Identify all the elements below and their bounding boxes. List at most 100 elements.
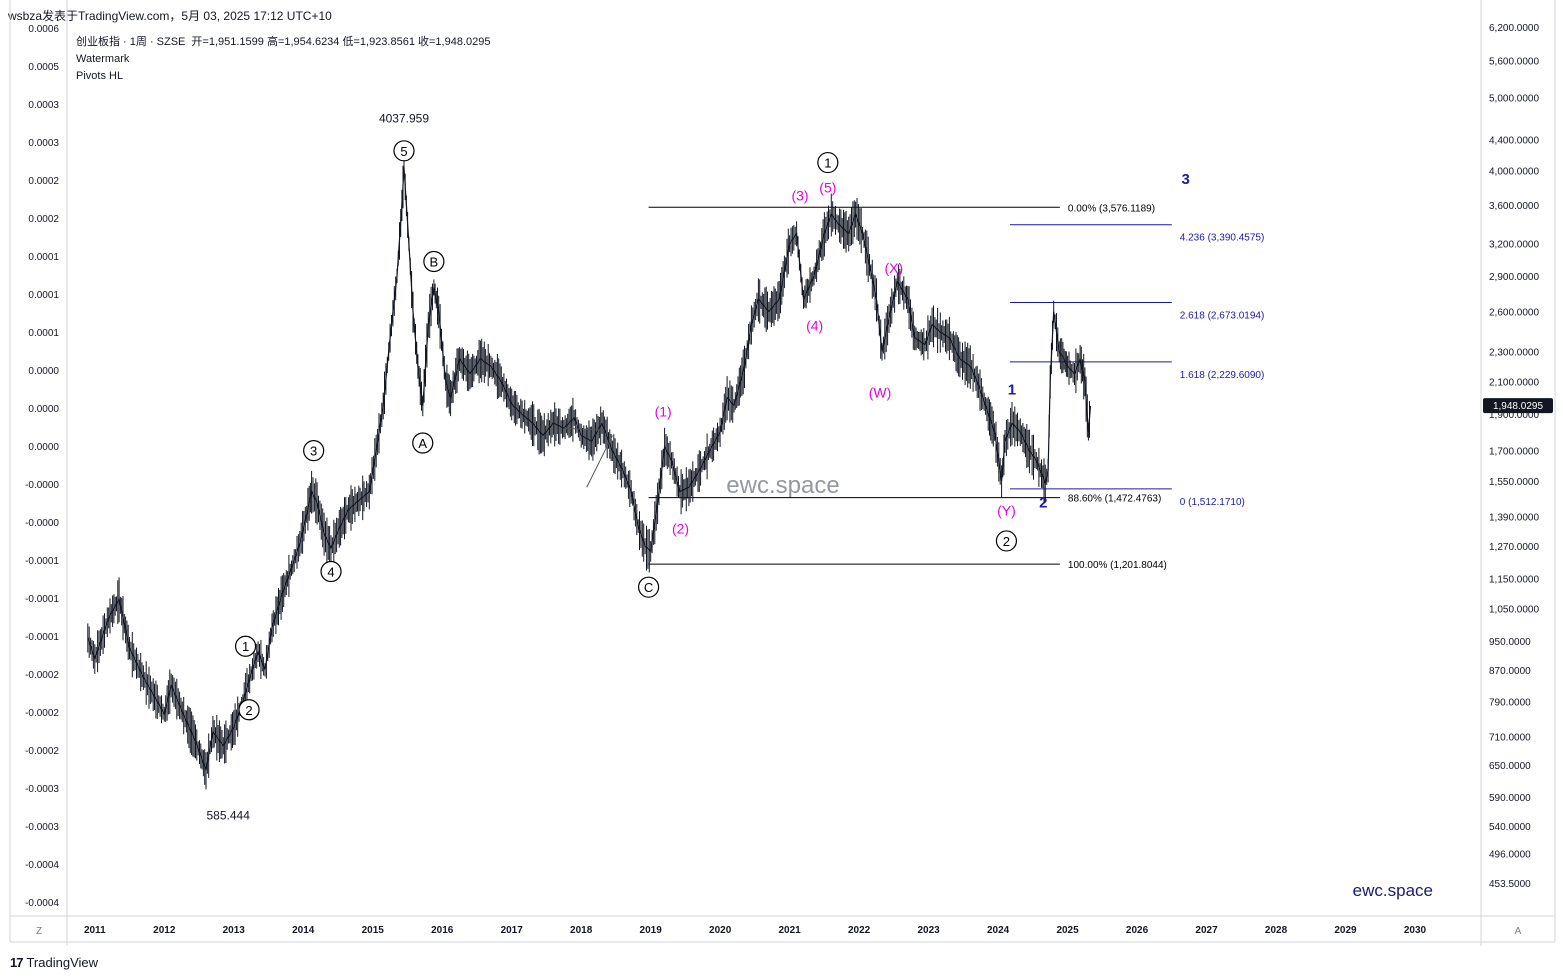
left-axis-tick: 0.0000	[28, 404, 59, 415]
time-axis-tick: 2026	[1126, 925, 1149, 936]
right-axis-tick: 2,600.0000	[1489, 308, 1539, 319]
right-axis-tick: 1,050.0000	[1489, 604, 1539, 615]
time-axis-tick: 2028	[1265, 925, 1288, 936]
time-axis-tick: 2012	[153, 925, 176, 936]
chart-header: wsbza发表于TradingView.com，5月 03, 2025 17:1…	[0, 0, 1565, 28]
wave-label: (5)	[819, 179, 836, 195]
wave-circle-marker	[234, 635, 257, 657]
wave-label: 1	[824, 156, 831, 171]
fib-levels[interactable]: 0.00% (3,576.1189) 88.60% (1,472.4763) 100…	[648, 203, 1265, 571]
wave-label: (Y)	[997, 503, 1016, 519]
right-axis-tick: 496.0000	[1489, 850, 1531, 861]
right-axis-tick: 5,000.0000	[1489, 94, 1539, 105]
time-axis-tick: 2015	[362, 925, 385, 936]
left-axis-tick: 0.0003	[28, 100, 59, 111]
legend-symbol: 创业板指 · 1周 · SZSE 开=1,951.1599 高=1,954.623…	[76, 34, 491, 48]
watermark-corner: ewc.space	[1353, 881, 1433, 900]
time-axis-tick: 2013	[223, 925, 246, 936]
wave-label: A	[418, 436, 427, 451]
right-axis-tick: 710.0000	[1489, 732, 1531, 743]
wave-circle-marker	[412, 432, 434, 454]
right-axis-tick: 950.0000	[1489, 637, 1531, 648]
wave-labels: 4037.959 585.444 1 2 3 4 5 A B C 1 2 (1) (2) (3) (4) (5)…	[207, 112, 1190, 823]
left-axis-tick: -0.0000	[25, 518, 59, 529]
wave-label: 1	[1008, 381, 1016, 398]
footer-bar: 17 TradingView	[0, 946, 1565, 979]
auto-scale-button[interactable]	[1507, 922, 1529, 938]
wave-label: (4)	[806, 318, 823, 334]
left-axis-tick: 0.0005	[28, 62, 59, 73]
last-price-tag: 1,948.0295	[1483, 398, 1553, 414]
wave-label: 2	[1039, 495, 1047, 512]
left-axis-tick: 0.0000	[28, 442, 59, 453]
time-axis-tick: 2011	[84, 925, 106, 936]
time-axis[interactable]: 2011 2012 2013 2014 2015 2016 2017 2018 2019 2020…	[84, 925, 1427, 936]
wave-label: 2	[1003, 534, 1010, 549]
right-axis-tick: 1,550.0000	[1489, 477, 1539, 488]
left-axis-tick: -0.0003	[25, 822, 59, 833]
left-axis-tick: -0.0002	[25, 708, 59, 719]
right-axis-tick: 4,400.0000	[1489, 135, 1539, 146]
left-axis-tick: 0.0002	[28, 214, 59, 225]
right-axis-tick: 3,200.0000	[1489, 240, 1539, 251]
auto-scale-button-label: A	[1515, 926, 1522, 937]
fib-label: 88.60% (1,472.4763)	[1068, 494, 1161, 505]
price-extreme-label: 585.444	[207, 808, 251, 822]
left-axis-tick: -0.0002	[25, 670, 59, 681]
left-axis-tick: -0.0004	[25, 860, 59, 871]
right-axis-tick: 870.0000	[1489, 666, 1531, 677]
wave-label: 4	[327, 564, 334, 579]
wave-circle-marker	[995, 530, 1018, 552]
time-axis-tick: 2030	[1404, 925, 1427, 936]
wave-label: (2)	[672, 520, 689, 536]
wave-label: (3)	[791, 187, 808, 203]
fib-label: 0.00% (3,576.1189)	[1068, 203, 1155, 214]
triangle-upper-line	[563, 427, 605, 431]
wave-label: (X)	[885, 260, 904, 276]
left-price-axis[interactable]: 0.0006 0.0005 0.0003 0.0003 0.0002 0.0002 0.00…	[25, 24, 59, 909]
price-line	[87, 167, 1092, 773]
time-axis-tick: 2016	[431, 925, 454, 936]
legend-indicator-pivots: Pivots HL	[76, 70, 123, 82]
right-axis-tick: 2,100.0000	[1489, 377, 1539, 388]
right-axis-tick: 2,300.0000	[1489, 348, 1539, 359]
left-axis-tick: 0.0001	[28, 252, 59, 263]
tv-brand-text: TradingView	[26, 955, 99, 970]
time-axis-tick: 2029	[1334, 925, 1357, 936]
time-axis-tick: 2019	[640, 925, 663, 936]
tv-logo-icon: 17	[10, 955, 24, 970]
time-axis-tick: 2021	[779, 925, 802, 936]
wave-circle-marker	[637, 576, 660, 598]
tradingview-logo[interactable]: 17 TradingView	[10, 955, 98, 970]
scale-zoom-button-label: Z	[36, 926, 42, 937]
time-axis-tick: 2017	[501, 925, 524, 936]
left-axis-tick: -0.0001	[25, 632, 59, 643]
wave-label: 3	[1182, 171, 1190, 188]
left-axis-tick: -0.0001	[25, 556, 59, 567]
chart-frame	[9, 0, 1556, 946]
price-extreme-label: 4037.959	[379, 112, 429, 126]
time-axis-tick: 2025	[1056, 925, 1079, 936]
publish-title: wsbza发表于TradingView.com，5月 03, 2025 17:1…	[8, 9, 332, 23]
right-axis-tick: 5,600.0000	[1489, 57, 1539, 68]
left-axis-tick: 0.0006	[28, 24, 59, 35]
fib-label: 100.00% (1,201.8044)	[1068, 560, 1167, 571]
price-chart[interactable]: 0.0006 0.0005 0.0003 0.0003 0.0002 0.0002 0.00…	[0, 0, 1565, 946]
fib-label: 2.618 (2,673.0194)	[1180, 311, 1265, 322]
time-axis-tick: 2024	[987, 925, 1010, 936]
wave-label: (W)	[869, 385, 892, 401]
left-axis-tick: -0.0004	[25, 898, 59, 909]
time-axis-tick: 2014	[292, 925, 315, 936]
legend-ohlc: 开=1,951.1599 高=1,954.6234 低=1,923.8561 收…	[191, 34, 490, 48]
right-axis-tick: 1,390.0000	[1489, 513, 1539, 524]
time-axis-tick: 2020	[709, 925, 732, 936]
right-price-axis[interactable]: 6,200.0000 5,600.0000 5,000.0000 4,400.0000…	[1489, 23, 1539, 890]
left-axis-tick: 0.0001	[28, 328, 59, 339]
legend-symbol-name: 创业板指 · 1周 · SZSE	[76, 34, 185, 48]
scale-zoom-button[interactable]	[28, 922, 50, 938]
wave-label: 3	[310, 444, 317, 459]
triangle-lower-line	[586, 435, 613, 488]
left-axis-tick: 0.0003	[28, 138, 59, 149]
right-axis-tick: 540.0000	[1489, 822, 1531, 833]
wave-circle-marker	[817, 151, 839, 174]
